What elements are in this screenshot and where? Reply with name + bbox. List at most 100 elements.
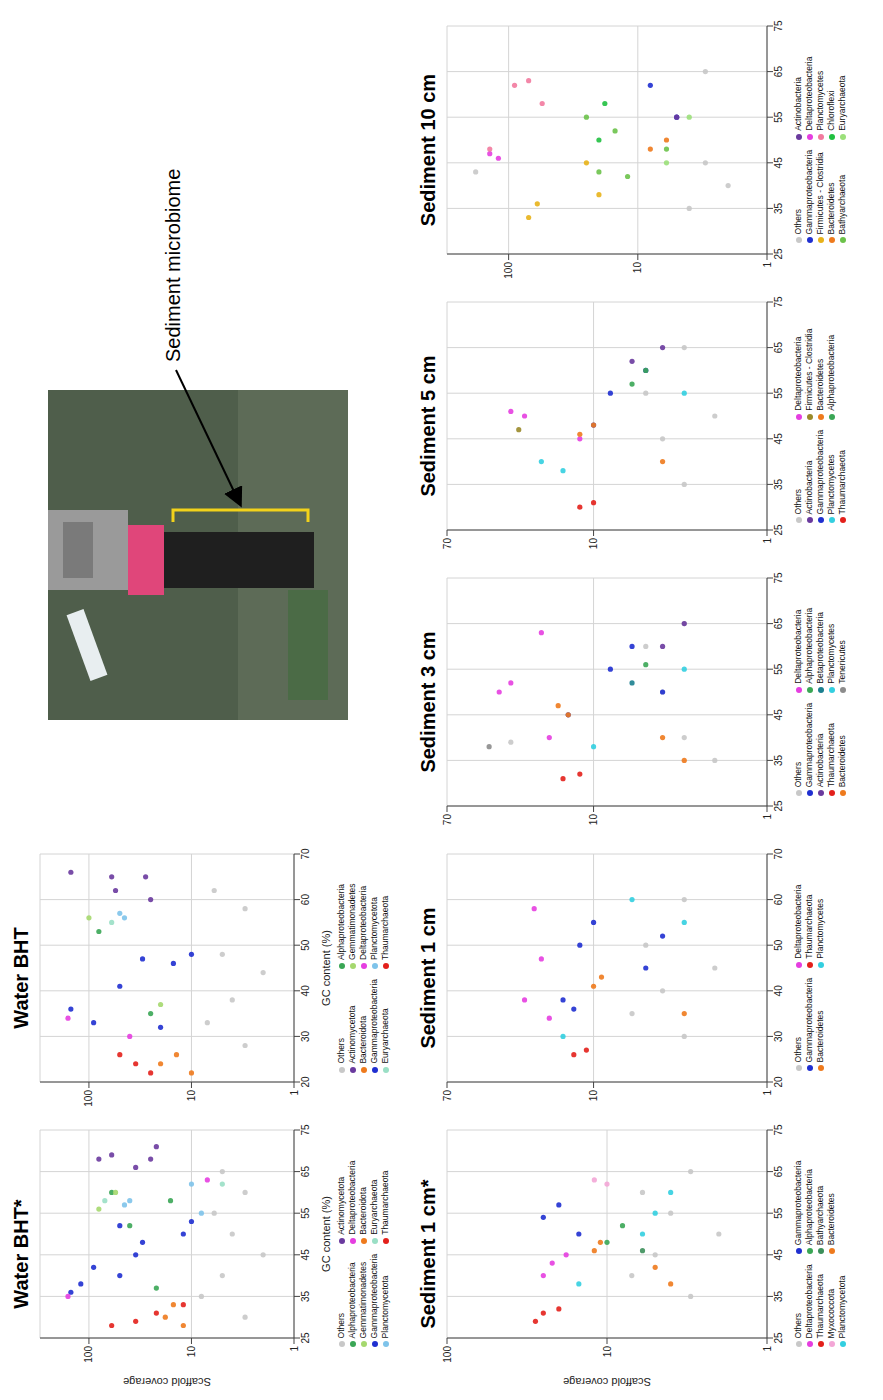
html-text:Sediment 3 cm: Sediment 3 cm	[417, 631, 439, 773]
svg-text:Scaffold coverage: Scaffold coverage	[563, 1376, 651, 1388]
svg-text:65: 65	[773, 618, 784, 630]
svg-text:1: 1	[762, 1346, 773, 1352]
html-text:Actinomycetota: Actinomycetota	[347, 1005, 357, 1064]
svg-text:100: 100	[503, 262, 514, 279]
svg-text:55: 55	[773, 663, 784, 675]
html-text:Gemmatimonadetes: Gemmatimonadetes	[358, 1261, 368, 1339]
svg-text:75: 75	[300, 1124, 311, 1136]
svg-text:1: 1	[762, 814, 773, 820]
svg-text:70: 70	[442, 1090, 453, 1102]
svg-text:10: 10	[632, 262, 643, 274]
svg-text:100: 100	[442, 1346, 453, 1363]
svg-text:75: 75	[773, 296, 784, 308]
svg-text:100: 100	[83, 1346, 94, 1363]
svg-text:35: 35	[773, 478, 784, 490]
svg-text:10: 10	[602, 1346, 613, 1358]
html-text:Thaumarchaeota: Thaumarchaeota	[815, 1274, 825, 1339]
svg-text:75: 75	[773, 572, 784, 584]
html-text:Sediment 10 cm: Sediment 10 cm	[417, 73, 439, 227]
svg-text:GC content (%): GC content (%)	[320, 930, 332, 1006]
html-text:Water BHT*: Water BHT*	[10, 1199, 32, 1309]
svg-text:65: 65	[300, 1166, 311, 1178]
svg-text:25: 25	[773, 248, 784, 260]
svg-text:35: 35	[773, 1290, 784, 1302]
html-text:Gammaproteobacteria: Gammaproteobacteria	[369, 979, 379, 1064]
html-text:Bacteroidota: Bacteroidota	[358, 1187, 368, 1235]
svg-text:20: 20	[300, 1076, 311, 1088]
svg-text:35: 35	[300, 1290, 311, 1302]
svg-text:70: 70	[773, 848, 784, 860]
html-text:Actinomycetota: Actinomycetota	[336, 1176, 346, 1235]
svg-text:65: 65	[773, 1166, 784, 1178]
html-text:Thaumarchaeota: Thaumarchaeota	[380, 895, 390, 960]
svg-text:35: 35	[773, 202, 784, 214]
svg-text:45: 45	[773, 1249, 784, 1261]
svg-text:20: 20	[773, 1076, 784, 1088]
html-text:Sediment 5 cm: Sediment 5 cm	[417, 355, 439, 497]
svg-text:75: 75	[773, 20, 784, 32]
svg-text:55: 55	[773, 111, 784, 123]
svg-text:70: 70	[442, 538, 453, 550]
svg-text:Sediment microbiome: Sediment microbiome	[162, 169, 184, 362]
svg-text:10: 10	[588, 1090, 599, 1102]
svg-text:25: 25	[773, 800, 784, 812]
svg-text:10: 10	[186, 1090, 197, 1102]
svg-text:100: 100	[83, 1090, 94, 1107]
html-text:Bacteroidota: Bacteroidota	[358, 1015, 368, 1064]
svg-text:60: 60	[773, 894, 784, 906]
html-text:Thaumarchaeota: Thaumarchaeota	[380, 1170, 390, 1235]
svg-text:25: 25	[773, 1332, 784, 1344]
svg-text:55: 55	[773, 1207, 784, 1219]
html-text:Myxococcota: Myxococcota	[826, 1288, 836, 1339]
svg-text:1: 1	[762, 1090, 773, 1096]
html-text:Planctomycetota: Planctomycetota	[380, 1275, 390, 1339]
svg-text:50: 50	[300, 939, 311, 951]
svg-text:50: 50	[773, 939, 784, 951]
svg-text:GC content (%): GC content (%)	[320, 1196, 332, 1272]
svg-text:40: 40	[773, 985, 784, 997]
svg-text:55: 55	[773, 387, 784, 399]
svg-text:Scaffold coverage: Scaffold coverage	[123, 1376, 211, 1388]
svg-text:45: 45	[773, 433, 784, 445]
svg-text:55: 55	[300, 1207, 311, 1219]
html-text:Euryarchaeota: Euryarchaeota	[380, 1008, 390, 1064]
svg-text:65: 65	[773, 66, 784, 78]
html-text:Planctomycetota: Planctomycetota	[837, 1275, 847, 1339]
svg-text:30: 30	[300, 1030, 311, 1042]
svg-text:10: 10	[588, 538, 599, 550]
html-text:Deltaproteobacteria: Deltaproteobacteria	[358, 885, 368, 960]
html-text:Others: Others	[336, 1312, 346, 1339]
svg-text:1: 1	[289, 1090, 300, 1096]
svg-text:1: 1	[289, 1346, 300, 1352]
svg-text:1: 1	[762, 538, 773, 544]
html-text:Alphaproteobacteria: Alphaproteobacteria	[336, 883, 346, 960]
html-text:Deltaproteobacteria: Deltaproteobacteria	[347, 1160, 357, 1235]
svg-text:75: 75	[773, 1124, 784, 1136]
svg-text:10: 10	[588, 814, 599, 826]
svg-text:60: 60	[300, 894, 311, 906]
svg-text:1: 1	[762, 262, 773, 268]
html-text:Planctomycetota: Planctomycetota	[369, 897, 379, 960]
html-text:Sediment 1 cm*: Sediment 1 cm*	[417, 1179, 439, 1329]
html-text:Water BHT: Water BHT	[10, 927, 32, 1029]
html-text:Euryarchaeota: Euryarchaeota	[369, 1179, 379, 1235]
svg-text:40: 40	[300, 985, 311, 997]
svg-text:25: 25	[300, 1332, 311, 1344]
svg-text:35: 35	[773, 754, 784, 766]
svg-text:65: 65	[773, 342, 784, 354]
html-text:Others: Others	[336, 1038, 346, 1064]
svg-text:70: 70	[442, 814, 453, 826]
html-text:Others: Others	[793, 1312, 803, 1339]
html-text:Sediment 1 cm: Sediment 1 cm	[417, 907, 439, 1049]
svg-text:70: 70	[300, 848, 311, 860]
html-text:Deltaproteobacteria: Deltaproteobacteria	[804, 1264, 814, 1339]
svg-text:25: 25	[773, 524, 784, 536]
svg-text:45: 45	[773, 157, 784, 169]
html-text:Gemmatimonadetes: Gemmatimonadetes	[347, 883, 357, 960]
svg-text:10: 10	[186, 1346, 197, 1358]
svg-text:45: 45	[773, 709, 784, 721]
html-text:Alphaproteobacteria: Alphaproteobacteria	[347, 1262, 357, 1339]
html-text:Gammaproteobacteria: Gammaproteobacteria	[369, 1253, 379, 1339]
svg-text:45: 45	[300, 1249, 311, 1261]
svg-text:30: 30	[773, 1030, 784, 1042]
